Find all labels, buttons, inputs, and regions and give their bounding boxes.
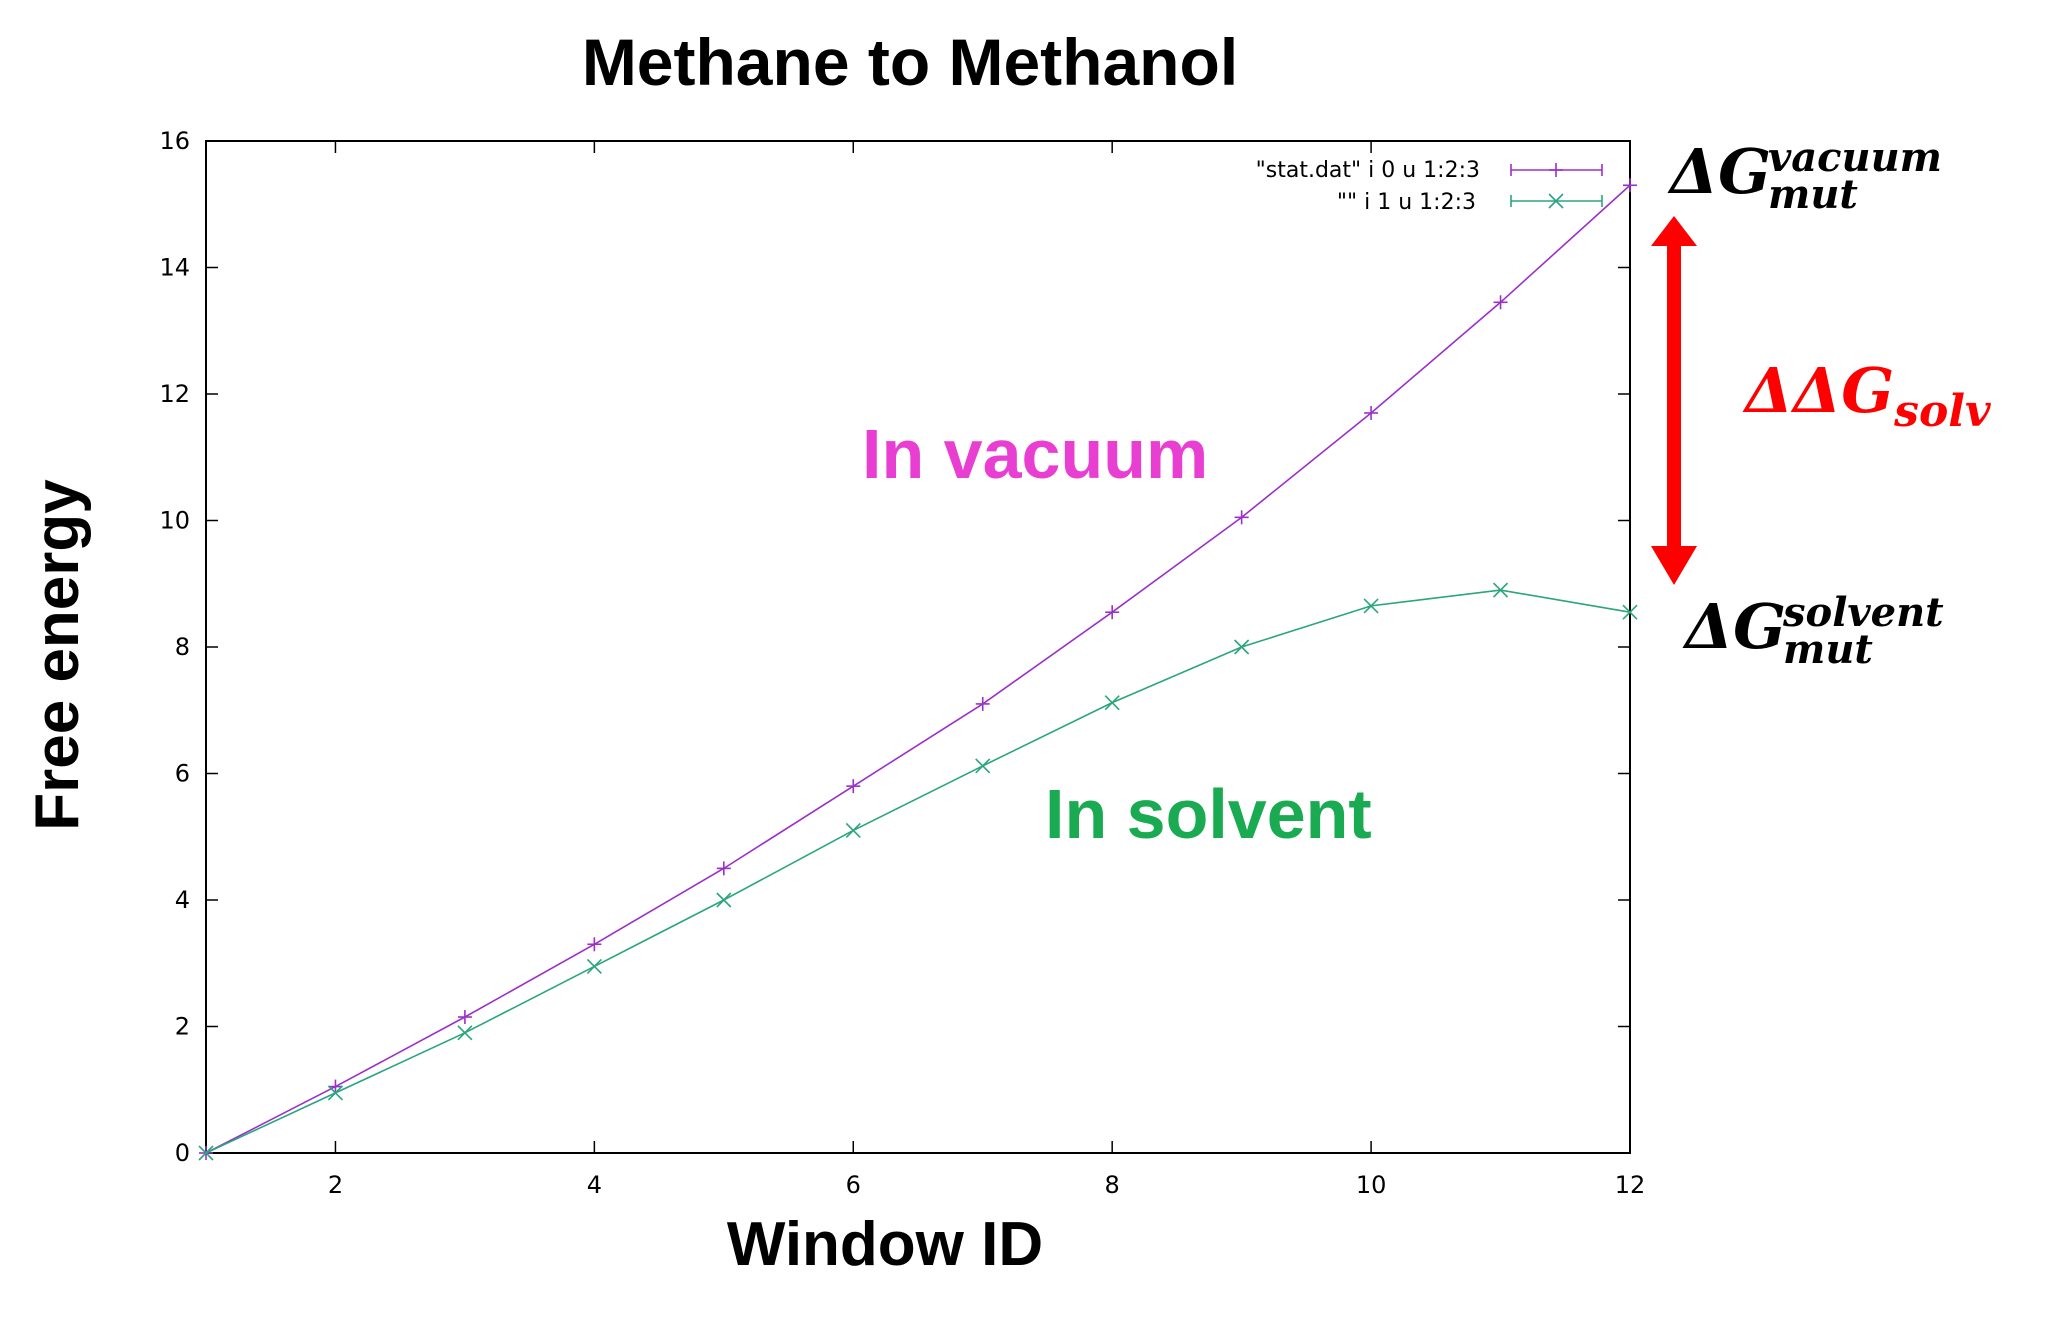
ddg-g: G xyxy=(1841,354,1894,427)
ddg-arrow-shaft xyxy=(1667,246,1681,546)
data-point-s1-4 xyxy=(716,892,732,908)
legend: "stat.dat" i 0 u 1:2:3 "" i 1 u 1:2:3 xyxy=(1256,158,1603,215)
data-point-s1-10 xyxy=(1492,582,1509,598)
data-point-s1-0 xyxy=(198,1145,214,1161)
legend-sample-solvent xyxy=(1510,193,1603,209)
series-line-1 xyxy=(205,589,1631,1154)
y-tick-label: 14 xyxy=(159,254,190,282)
annotation-in-solvent: In solvent xyxy=(1045,775,1372,853)
data-point-s1-1 xyxy=(327,1085,344,1101)
legend-label-vacuum: "stat.dat" i 0 u 1:2:3 xyxy=(1256,158,1480,183)
data-point-s0-2 xyxy=(457,1010,472,1025)
ddg-arrow-head-up xyxy=(1651,216,1697,246)
x-tick-label: 10 xyxy=(1356,1171,1387,1199)
chart-title: Methane to Methanol xyxy=(582,25,1238,99)
dg-vacuum-sup: vacuum xyxy=(1768,134,1942,181)
data-point-s0-8 xyxy=(1234,510,1249,525)
data-point-s0-9 xyxy=(1364,405,1379,420)
legend-marker-0 xyxy=(1549,163,1563,177)
legend-label-solvent: "" i 1 u 1:2:3 xyxy=(1337,190,1476,215)
data-point-s1-3-d2 xyxy=(586,958,602,974)
data-point-s0-4 xyxy=(716,861,731,876)
data-point-s1-9-d2 xyxy=(1363,598,1379,614)
ddg-sub: solv xyxy=(1893,386,1991,437)
data-point-s1-7-d2 xyxy=(1104,695,1120,711)
dg-vacuum-delta: Δ xyxy=(1667,135,1718,208)
data-point-s1-4-d2 xyxy=(716,892,732,908)
dg-solvent-main: ΔG xyxy=(1682,590,1786,663)
y-tick-label: 16 xyxy=(159,127,190,155)
series-layer xyxy=(198,178,1638,1161)
series-line-0 xyxy=(205,184,1631,1154)
data-point-s1-5 xyxy=(845,822,861,838)
data-point-s0-11 xyxy=(1623,178,1637,193)
x-tick-label: 4 xyxy=(587,1171,602,1199)
dg-vacuum-g: G xyxy=(1718,135,1771,208)
legend-sample-vacuum xyxy=(1510,163,1603,177)
dg-solvent-sup: solvent xyxy=(1782,589,1944,636)
data-point-s1-3 xyxy=(586,958,602,974)
dg-vacuum-sub: mut xyxy=(1768,171,1858,218)
data-point-s0-7 xyxy=(1105,605,1120,620)
data-point-s0-5 xyxy=(846,779,861,794)
x-axis-label: Window ID xyxy=(727,1210,1043,1279)
dg-solvent-g: G xyxy=(1733,590,1786,663)
ddg-arrow xyxy=(1651,216,1697,585)
data-point-s1-5-d2 xyxy=(845,822,861,838)
data-point-s0-3 xyxy=(587,937,602,952)
x-tick-label: 8 xyxy=(1105,1171,1120,1199)
plot-frame xyxy=(205,140,1631,1154)
y-tick-label: 2 xyxy=(175,1013,190,1041)
ddg-solv-label: ΔΔGsolv xyxy=(1742,354,1991,437)
legend-marker-1 xyxy=(1548,193,1564,209)
y-tick-label: 4 xyxy=(175,886,190,914)
data-point-s1-6 xyxy=(975,758,991,774)
dg-vacuum-label: ΔG vacuum mut xyxy=(1667,134,1942,218)
data-point-s1-6-d2 xyxy=(975,758,991,774)
data-point-s1-11-d2 xyxy=(1622,604,1638,620)
x-tick-label: 12 xyxy=(1615,1171,1646,1199)
dg-vacuum-main: ΔG xyxy=(1667,135,1771,208)
axis-ticks: 0 2 4 6 8 10 12 14 16 2 4 6 8 10 12 xyxy=(159,127,1645,1199)
y-tick-label: 10 xyxy=(159,507,190,535)
data-point-s1-2-d2 xyxy=(457,1025,473,1041)
annotation-in-vacuum: In vacuum xyxy=(862,415,1208,493)
dg-solvent-label: ΔG solvent mut xyxy=(1682,589,1944,673)
y-tick-label: 6 xyxy=(175,760,190,788)
legend-marker-1-d2 xyxy=(1548,193,1564,209)
data-point-s0-1 xyxy=(328,1079,343,1094)
data-point-s1-2 xyxy=(457,1025,473,1041)
data-point-s1-11 xyxy=(1622,604,1638,620)
x-tick-label: 6 xyxy=(846,1171,861,1199)
y-tick-label: 12 xyxy=(159,380,190,408)
y-axis-label: Free energy xyxy=(23,479,92,831)
dg-solvent-delta: Δ xyxy=(1682,590,1733,663)
data-point-s1-8 xyxy=(1234,639,1250,655)
x-tick-label: 2 xyxy=(328,1171,343,1199)
data-point-s1-0-d2 xyxy=(198,1145,214,1161)
dg-solvent-sub: mut xyxy=(1783,626,1873,673)
y-tick-label: 0 xyxy=(175,1139,190,1167)
data-point-s1-9 xyxy=(1363,598,1379,614)
data-point-s0-10 xyxy=(1493,295,1508,310)
y-tick-label: 8 xyxy=(175,633,190,661)
data-point-s1-10-d2 xyxy=(1492,582,1509,598)
ddg-arrow-head-down xyxy=(1651,546,1697,585)
data-point-s1-7 xyxy=(1104,695,1120,711)
ddg-delta: ΔΔ xyxy=(1742,354,1841,427)
data-point-s1-8-d2 xyxy=(1234,639,1250,655)
data-point-s0-6 xyxy=(975,696,990,711)
data-point-s1-1-d2 xyxy=(327,1085,344,1101)
